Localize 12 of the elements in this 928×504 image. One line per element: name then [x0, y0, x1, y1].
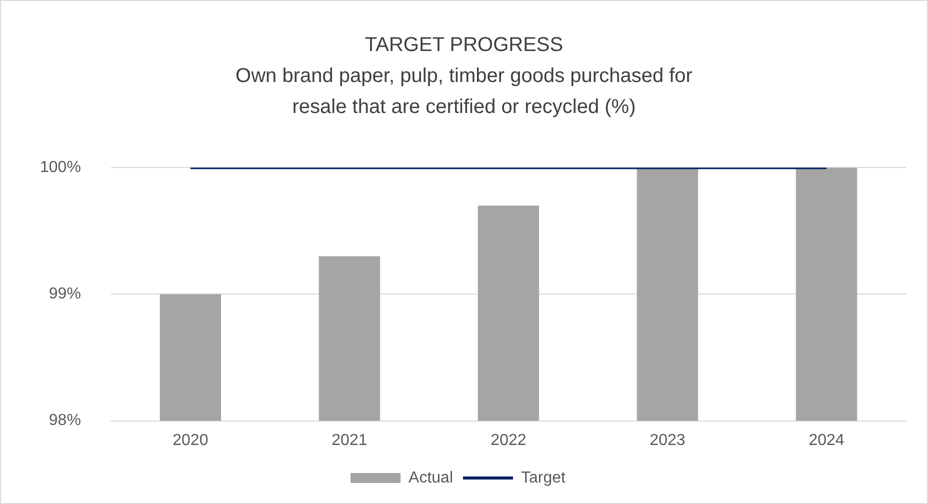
x-tick-label: 2023 — [650, 432, 686, 449]
x-tick-label: 2022 — [490, 432, 526, 449]
chart-subtitle: Own brand paper, pulp, timber goods purchased for resale that are certified or recycled (%) — [234, 64, 694, 120]
x-tick-label: 2024 — [808, 432, 844, 449]
chart-title: TARGET PROGRESS — [364, 33, 564, 58]
legend-label: Actual — [408, 469, 453, 486]
x-tick-label: 2021 — [332, 432, 368, 449]
y-tick-label: 98% — [48, 412, 81, 430]
y-tick-label: 99% — [48, 286, 81, 303]
legend-label: Target — [521, 469, 566, 486]
y-tick-label: 100% — [40, 159, 81, 176]
x-tick-label: 2020 — [172, 432, 208, 449]
